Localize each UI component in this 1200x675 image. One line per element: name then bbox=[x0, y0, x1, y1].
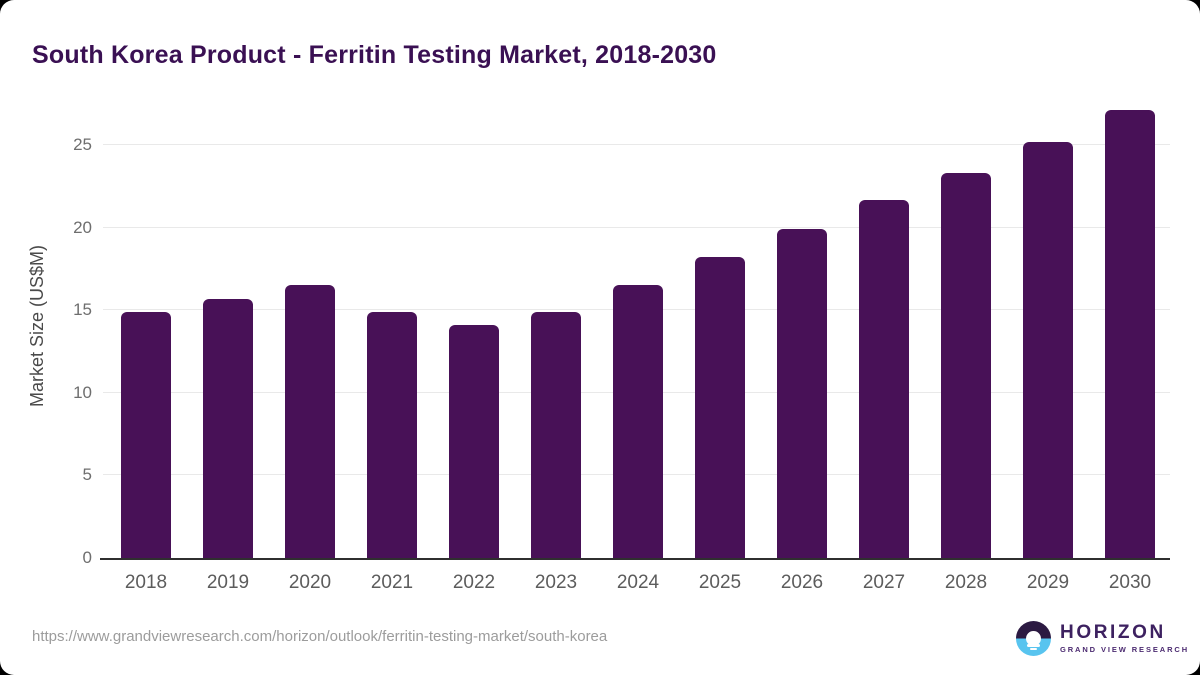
y-tick-label-5: 5 bbox=[82, 465, 92, 485]
gridline-20 bbox=[103, 226, 1170, 228]
bar-2024 bbox=[613, 285, 663, 558]
bar-2020 bbox=[285, 285, 335, 558]
y-tick-label-10: 10 bbox=[73, 382, 92, 402]
x-tick-label-2023: 2023 bbox=[534, 572, 578, 593]
page-title: South Korea Product - Ferritin Testing M… bbox=[32, 40, 717, 69]
bar-2018 bbox=[121, 311, 171, 558]
horizon-sunset-circle-icon bbox=[1016, 621, 1051, 656]
x-tick-label-2018: 2018 bbox=[124, 572, 168, 593]
x-tick-label-2019: 2019 bbox=[206, 572, 250, 593]
y-tick-label-20: 20 bbox=[73, 217, 92, 237]
reflection-line bbox=[1030, 648, 1037, 650]
x-tick-label-2028: 2028 bbox=[944, 572, 988, 593]
bar-2021 bbox=[367, 311, 417, 558]
source-url: https://www.grandviewresearch.com/horizo… bbox=[32, 628, 608, 645]
x-tick-label-2024: 2024 bbox=[616, 572, 660, 593]
bar-2030 bbox=[1105, 110, 1155, 558]
y-tick-label-25: 25 bbox=[73, 135, 92, 154]
bar-2023 bbox=[531, 311, 581, 558]
x-tick-label-2022: 2022 bbox=[452, 572, 496, 593]
gridline-25 bbox=[103, 144, 1170, 145]
bar-2025 bbox=[695, 257, 745, 558]
x-tick-label-2026: 2026 bbox=[780, 572, 824, 593]
sun-hole bbox=[1026, 631, 1041, 646]
logo-name: HORIZON bbox=[1060, 622, 1166, 643]
y-tick-label-15: 15 bbox=[73, 300, 92, 320]
x-axis-line bbox=[100, 558, 1170, 560]
bar-2027 bbox=[859, 199, 909, 558]
x-tick-label-2030: 2030 bbox=[1108, 572, 1152, 593]
horizon-logo: HORIZON GRAND VIEW RESEARCH bbox=[1016, 621, 1189, 656]
y-tick-label-0: 0 bbox=[82, 548, 92, 567]
reflection-line bbox=[1027, 644, 1040, 647]
x-tick-label-2020: 2020 bbox=[288, 572, 332, 593]
bar-2022 bbox=[449, 325, 499, 558]
plot-area bbox=[100, 110, 1170, 560]
x-tick-label-2021: 2021 bbox=[370, 572, 414, 593]
bar-2029 bbox=[1023, 141, 1073, 558]
x-tick-label-2027: 2027 bbox=[862, 572, 906, 593]
x-tick-label-2029: 2029 bbox=[1026, 572, 1070, 593]
x-tick-label-2025: 2025 bbox=[698, 572, 742, 593]
logo-text: HORIZON GRAND VIEW RESEARCH bbox=[1060, 623, 1189, 654]
bar-2026 bbox=[777, 229, 827, 558]
bar-2019 bbox=[203, 298, 253, 558]
logo-subtitle: GRAND VIEW RESEARCH bbox=[1060, 645, 1190, 654]
bar-2028 bbox=[941, 173, 991, 558]
